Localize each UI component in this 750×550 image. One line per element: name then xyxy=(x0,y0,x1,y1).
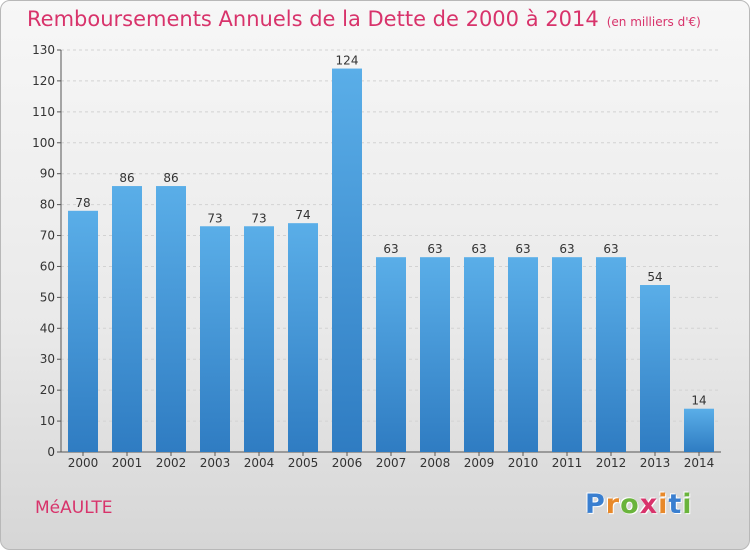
x-tick-label: 2002 xyxy=(156,456,187,470)
x-tick-label: 2013 xyxy=(640,456,671,470)
bar xyxy=(244,226,274,452)
bar-value-label: 124 xyxy=(336,54,359,68)
logo-letter: t xyxy=(668,489,683,520)
x-tick-label: 2003 xyxy=(200,456,231,470)
bar xyxy=(112,186,142,453)
bar-value-label: 63 xyxy=(383,242,398,256)
bar xyxy=(68,210,98,452)
y-tick-label: 90 xyxy=(40,167,55,181)
y-tick-label: 120 xyxy=(32,74,55,88)
logo-letter: i xyxy=(682,489,693,520)
logo-letter: x xyxy=(639,489,659,520)
x-tick-label: 2007 xyxy=(376,456,407,470)
bar-value-label: 86 xyxy=(163,171,178,185)
x-tick-label: 2011 xyxy=(552,456,583,470)
bar-value-label: 73 xyxy=(207,211,222,225)
y-tick-label: 130 xyxy=(32,43,55,57)
x-tick-label: 2010 xyxy=(508,456,539,470)
x-tick-label: 2005 xyxy=(288,456,319,470)
x-tick-label: 2004 xyxy=(244,456,275,470)
bar xyxy=(684,408,714,452)
bar-value-label: 63 xyxy=(515,242,530,256)
bars xyxy=(68,68,714,453)
bar xyxy=(288,223,318,452)
x-tick-label: 2008 xyxy=(420,456,451,470)
bar xyxy=(464,257,494,452)
bar-value-label: 86 xyxy=(119,171,134,185)
x-tick-label: 2006 xyxy=(332,456,363,470)
logo-letter: r xyxy=(605,489,621,520)
logo-letter: P xyxy=(585,489,606,520)
labels: 0 10 20 30 40 50 60 70 80 90 100 110 120 130 78 2000 86 2… xyxy=(32,43,714,470)
bar-value-label: 73 xyxy=(251,211,266,225)
bar xyxy=(376,257,406,452)
y-tick-label: 10 xyxy=(40,414,55,428)
bar xyxy=(156,186,186,453)
bar-value-label: 74 xyxy=(295,208,310,222)
x-tick-label: 2014 xyxy=(684,456,715,470)
bar xyxy=(332,68,362,453)
y-tick-label: 60 xyxy=(40,259,55,273)
x-tick-label: 2001 xyxy=(112,456,143,470)
bar-value-label: 63 xyxy=(603,242,618,256)
y-tick-label: 110 xyxy=(32,105,55,119)
logo-letter: i xyxy=(658,489,669,520)
y-tick-label: 30 xyxy=(40,352,55,366)
y-tick-label: 70 xyxy=(40,229,55,243)
proxiti-logo: Proxiti xyxy=(585,489,693,520)
bar-value-label: 63 xyxy=(427,242,442,256)
y-tick-label: 20 xyxy=(40,383,55,397)
x-tick-label: 2009 xyxy=(464,456,495,470)
bar xyxy=(596,257,626,452)
bar-value-label: 63 xyxy=(559,242,574,256)
y-tick-label: 0 xyxy=(47,445,55,459)
bar xyxy=(200,226,230,452)
chart-title-text: Remboursements Annuels de la Dette de 20… xyxy=(27,7,599,31)
bar xyxy=(420,257,450,452)
commune-name: MéAULTE xyxy=(35,498,113,518)
bar xyxy=(508,257,538,452)
bar-value-label: 54 xyxy=(647,270,662,284)
y-tick-label: 80 xyxy=(40,198,55,212)
logo-letter: o xyxy=(620,489,640,520)
y-tick-label: 100 xyxy=(32,136,55,150)
bar-value-label: 63 xyxy=(471,242,486,256)
chart-subtitle: (en milliers d'€) xyxy=(606,15,701,29)
chart-title: Remboursements Annuels de la Dette de 20… xyxy=(27,7,701,31)
y-tick-label: 40 xyxy=(40,321,55,335)
x-tick-label: 2012 xyxy=(596,456,627,470)
bar xyxy=(640,285,670,452)
y-tick-label: 50 xyxy=(40,290,55,304)
bar-value-label: 78 xyxy=(75,196,90,210)
bar xyxy=(552,257,582,452)
bar-value-label: 14 xyxy=(691,394,706,408)
x-tick-label: 2000 xyxy=(68,456,99,470)
